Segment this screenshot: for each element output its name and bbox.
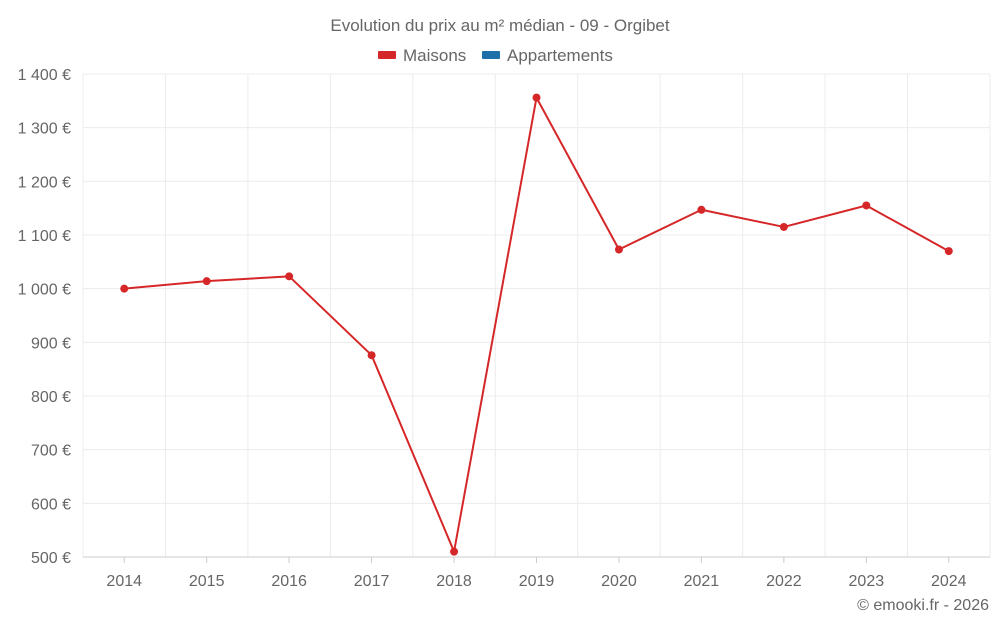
legend-label-maisons: Maisons	[403, 46, 466, 65]
y-tick-label: 1 100 €	[18, 228, 71, 245]
x-tick-label: 2017	[354, 573, 390, 590]
y-tick-label: 600 €	[31, 496, 71, 513]
legend: Maisons Appartements	[378, 46, 613, 65]
data-point-2014[interactable]	[120, 284, 129, 293]
data-point-2019[interactable]	[532, 93, 541, 102]
y-tick-label: 1 400 €	[18, 67, 71, 84]
x-tick-label: 2016	[271, 573, 307, 590]
y-axis: 500 € 600 € 700 € 800 € 900 € 1 000 € 1 100 € 1…	[18, 67, 71, 567]
x-axis: 2014 2015 2016 2017 2018 2019 2020 2021 2022 2023…	[83, 556, 990, 590]
chart-title: Evolution du prix au m² médian - 09 - Or…	[330, 16, 669, 35]
y-tick-label: 1 000 €	[18, 282, 71, 299]
data-point-2018[interactable]	[450, 547, 459, 556]
x-tick-label: 2020	[601, 573, 637, 590]
legend-swatch-appartements	[482, 51, 500, 59]
credit-text: © emooki.fr - 2026	[857, 597, 989, 614]
data-point-2023[interactable]	[862, 201, 871, 210]
x-tick-label: 2015	[189, 573, 225, 590]
x-tick-label: 2018	[436, 573, 472, 590]
x-tick-label: 2019	[519, 573, 555, 590]
y-tick-label: 1 200 €	[18, 174, 71, 191]
data-point-2020[interactable]	[614, 245, 623, 254]
x-tick-label: 2021	[684, 573, 720, 590]
x-tick-label: 2024	[931, 573, 967, 590]
y-tick-label: 900 €	[31, 335, 71, 352]
data-point-2015[interactable]	[202, 277, 211, 286]
data-point-2016[interactable]	[285, 272, 294, 281]
series-layer	[120, 93, 953, 556]
grid	[82, 73, 991, 558]
x-tick-label: 2023	[849, 573, 885, 590]
y-tick-label: 1 300 €	[18, 121, 71, 138]
x-tick-label: 2014	[106, 573, 142, 590]
data-point-2022[interactable]	[779, 222, 788, 231]
y-tick-label: 800 €	[31, 389, 71, 406]
legend-label-appartements: Appartements	[507, 46, 613, 65]
data-point-2021[interactable]	[697, 205, 706, 214]
y-tick-label: 500 €	[31, 550, 71, 567]
x-tick-label: 2022	[766, 573, 802, 590]
legend-item-maisons[interactable]: Maisons	[378, 46, 466, 65]
y-tick-label: 700 €	[31, 443, 71, 460]
legend-item-appartements[interactable]: Appartements	[482, 46, 613, 65]
legend-swatch-maisons	[378, 51, 396, 59]
data-point-2017[interactable]	[367, 351, 376, 360]
data-point-2024[interactable]	[944, 247, 953, 256]
